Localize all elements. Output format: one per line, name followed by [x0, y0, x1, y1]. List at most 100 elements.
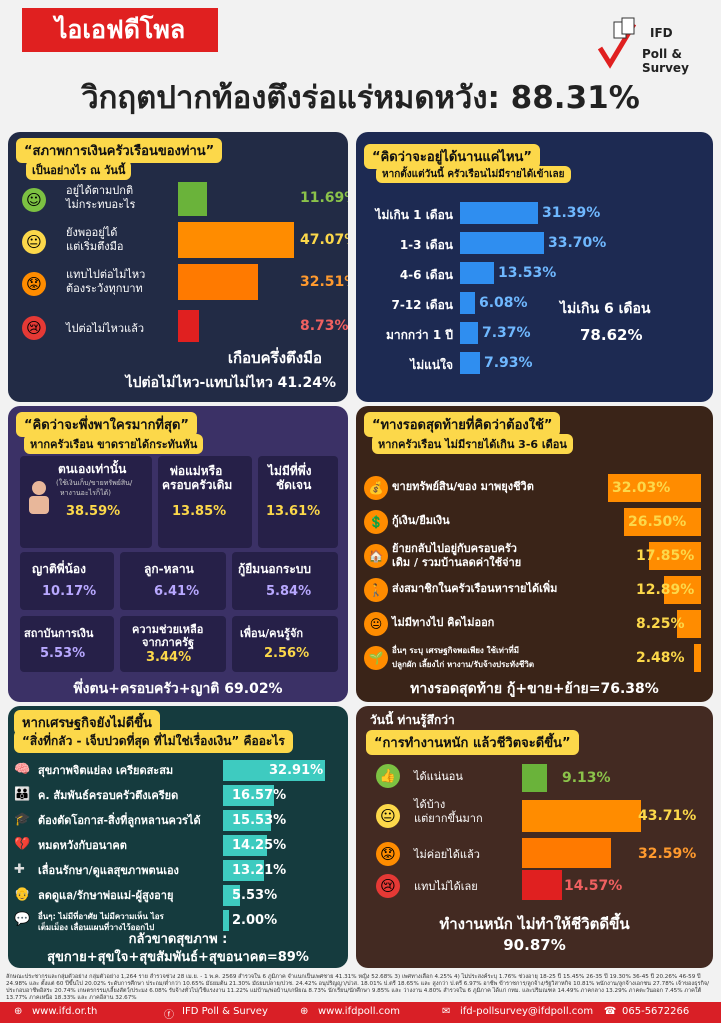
p4-value-0: 32.03% [612, 480, 671, 496]
p4-label-2b: เดิม / รวมบ้านลดค่าใช้จ่าย [392, 556, 522, 569]
p2-label-1: 1-3 เดือน [399, 238, 453, 252]
facebook-link[interactable]: IFD Poll & Survey [182, 1006, 268, 1017]
p4-row-icon-4: 😐 [364, 612, 388, 636]
c9-label: เพื่อน/คนรู้จัก [240, 627, 304, 640]
p5-label-1a: ค. สัมพันธ์ครอบครัวตึงเครียด [38, 789, 179, 802]
cell-informal-loan: กู้ยืมนอกระบบ 5.84% [232, 552, 338, 610]
p6-label-1b: แต่ยากขึ้นมาก [414, 812, 483, 825]
p4-bar-4 [677, 610, 701, 638]
email-icon: ✉ [442, 1006, 451, 1017]
website-link[interactable]: www.ifd.or.th [32, 1006, 98, 1017]
p5-bar-6 [223, 910, 229, 931]
p6-bar-3 [522, 870, 562, 900]
p2-value-2: 13.53% [498, 265, 557, 281]
p4-label-5b: ปลูกผัก เลี้ยงไก่ หางาน/รับจ้างประทังชีว… [392, 660, 535, 669]
c4-value: 10.17% [42, 584, 97, 599]
p5-label-0a: สุขภาพจิตแย่ลง เครียดสะสม [38, 764, 174, 777]
c3-label-1: ไม่มีที่พึ่ง [268, 464, 312, 478]
p4-bar-2 [649, 542, 701, 570]
p1-label-1a: ยังพออยู่ได้ [66, 226, 118, 239]
p4-label-5a: อื่นๆ ระบุ เศรษฐกิจพอเพียง ใช้เท่าที่มี [392, 646, 519, 655]
p5-bar-4 [223, 860, 264, 881]
worried-face-icon: 😟 [22, 272, 46, 296]
p5-row-icon-3: 💔 [14, 837, 31, 852]
p4-label-3a: ส่งสมาชิกในครัวเรือนหารายได้เพิ่ม [392, 582, 558, 595]
panel-last-resort: “ทางรอดสุดท้ายที่คิดว่าต้องใช้” หากครัวเ… [356, 406, 713, 702]
p5-label-2a: ต้องตัดโอกาส-สิ่งที่ลูกหลานควรได้ [38, 814, 201, 827]
c5-label: ลูก-หลาน [144, 562, 194, 576]
p2-bar-5 [460, 352, 480, 374]
crying-face-icon-p6: 😢 [376, 874, 400, 898]
p5-value-3: 14.25% [232, 838, 287, 853]
p6-bar-2 [522, 838, 611, 868]
p4-bar-3 [664, 576, 701, 604]
p5-value-2: 15.53% [232, 813, 287, 828]
c9-value: 2.56% [264, 646, 310, 661]
p5-bar-1 [223, 785, 274, 806]
c7-value: 5.53% [40, 646, 86, 661]
cell-bank: สถาบันการเงิน 5.53% [20, 616, 114, 672]
p4-value-3: 12.89% [636, 582, 695, 598]
page-headline: วิกฤตปากท้องตึงร่อแร่หมดหวัง: 88.31% [81, 80, 640, 116]
neutral-face-icon: 😐 [22, 230, 46, 254]
c8-value: 3.44% [146, 650, 192, 665]
p2-value-3: 6.08% [479, 295, 528, 311]
p6-title-2: “การทำงานหนัก แล้วชีวิตจะดีขึ้น” [366, 730, 579, 755]
p5-row-icon-1: 👪 [14, 787, 31, 802]
p5-value-0: 32.91% [269, 763, 324, 778]
p2-title: “คิดว่าจะอยู่ได้นานแค่ไหน” [364, 144, 540, 169]
p1-label-1b: แต่เริ่มตึงมือ [66, 240, 124, 253]
globe-icon-2: ⊕ [300, 1006, 309, 1017]
p1-subtitle: เป็นอย่างไร ณ วันนี้ [26, 160, 132, 180]
p2-label-3: 7-12 เดือน [391, 298, 453, 312]
p4-row-icon-0: 💰 [364, 476, 388, 500]
p2-value-0: 31.39% [542, 205, 601, 221]
p3-subtitle: หากครัวเรือน ขาดรายได้กระทันหัน [24, 434, 204, 454]
p2-summary-value: 78.62% [580, 326, 643, 344]
p6-bar-0 [522, 764, 547, 792]
p4-value-4: 8.25% [636, 616, 685, 632]
p4-value-2: 17.85% [636, 548, 695, 564]
p1-bar-2 [178, 264, 258, 300]
c1-label: ตนเองเท่านั้น [58, 462, 127, 476]
c8-label-1: ความช่วยเหลือ [132, 623, 204, 636]
brand-title: ไอเอฟดีโพล [54, 15, 186, 44]
p2-subtitle: หากตั้งแต่วันนี้ ครัวเรือนไม่มีรายได้เข้… [376, 166, 571, 183]
p4-row-icon-3: 🚶 [364, 578, 388, 602]
p6-value-1: 43.71% [638, 808, 697, 824]
p5-label-4a: เลื่อนรักษา/ดูแลสุขภาพตนเอง [38, 864, 179, 877]
c2-label-1: พ่อแม่หรือ [170, 464, 223, 478]
email-link[interactable]: ifd-pollsurvey@ifdpoll.com [460, 1006, 594, 1017]
p1-label-2a: แทบไปต่อไม่ไหว [66, 268, 146, 281]
p4-value-1: 26.50% [628, 514, 687, 530]
p3-title: “คิดว่าจะพึ่งพาใครมากที่สุด” [16, 412, 197, 437]
p2-label-5: ไม่แน่ใจ [410, 358, 453, 372]
p1-value-3: 8.73% [300, 318, 348, 334]
c3-value: 13.61% [266, 504, 321, 519]
p5-row-icon-0: 🧠 [14, 762, 31, 777]
p2-label-0: ไม่เกิน 1 เดือน [375, 208, 453, 222]
p1-value-0: 11.69% [300, 190, 348, 206]
p6-label-1a: ได้บ้าง [414, 798, 446, 811]
p1-bar-0 [178, 182, 207, 216]
contact-bar: ⊕ www.ifd.or.th ⓕ IFD Poll & Survey ⊕ ww… [0, 1002, 721, 1023]
p4-row-icon-5: 🌱 [364, 646, 388, 670]
phone-number[interactable]: 065-5672266 [622, 1006, 690, 1017]
p6-summary-2: 90.87% [503, 936, 566, 954]
panel-survival-duration: “คิดว่าจะอยู่ได้นานแค่ไหน” หากตั้งแต่วัน… [356, 132, 713, 402]
poll-website-link[interactable]: www.ifdpoll.com [318, 1006, 401, 1017]
p3-summary: พึ่งตน+ครอบครัว+ญาติ 69.02% [73, 681, 283, 697]
p5-value-1: 16.57% [232, 788, 287, 803]
p5-bar-2 [223, 810, 271, 831]
p2-value-1: 33.70% [548, 235, 607, 251]
p2-label-4: มากกว่า 1 ปี [386, 328, 453, 342]
p2-value-5: 7.93% [484, 355, 533, 371]
p5-value-4: 13.21% [232, 863, 287, 878]
cell-children: ลูก-หลาน 6.41% [120, 552, 226, 610]
p5-bar-5 [223, 885, 240, 906]
cell-parents: พ่อแม่หรือ ครอบครัวเดิม 13.85% [158, 456, 252, 548]
p5-value-5: 5.53% [232, 888, 278, 903]
brand-banner: ไอเอฟดีโพล [22, 8, 218, 52]
p5-label-6b: เต็มเม็อง เลื่อนแผนที่วางไว้ออกไป [38, 923, 155, 932]
p1-value-1: 47.07% [300, 232, 348, 248]
